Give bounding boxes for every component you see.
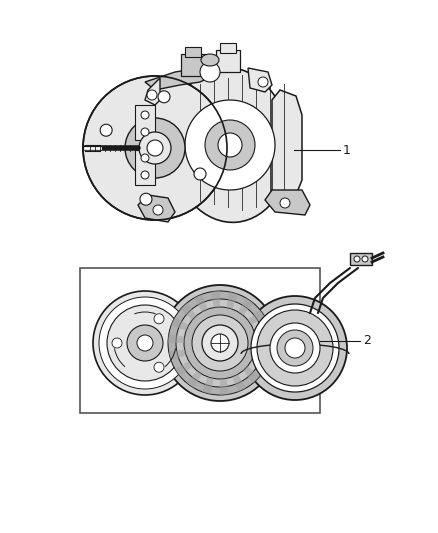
Circle shape: [243, 296, 347, 400]
Wedge shape: [187, 370, 202, 388]
Circle shape: [280, 198, 290, 208]
Polygon shape: [138, 195, 175, 222]
Circle shape: [83, 76, 227, 220]
Circle shape: [141, 171, 149, 179]
Bar: [220, 43, 236, 53]
Circle shape: [200, 62, 220, 82]
Wedge shape: [254, 325, 271, 337]
Wedge shape: [226, 292, 238, 309]
Wedge shape: [247, 310, 265, 325]
Circle shape: [100, 124, 112, 136]
Circle shape: [277, 330, 313, 366]
Circle shape: [162, 285, 278, 401]
Circle shape: [185, 100, 275, 190]
Circle shape: [140, 193, 152, 205]
Polygon shape: [248, 68, 272, 92]
Circle shape: [107, 305, 183, 381]
Polygon shape: [145, 78, 160, 105]
Polygon shape: [145, 68, 215, 90]
Text: 1: 1: [343, 143, 351, 157]
Circle shape: [147, 90, 157, 100]
Bar: [135, 150, 155, 185]
Circle shape: [154, 314, 164, 324]
Wedge shape: [171, 317, 189, 330]
Wedge shape: [243, 366, 260, 383]
Bar: [216, 50, 240, 72]
Circle shape: [192, 315, 248, 371]
Wedge shape: [255, 343, 272, 352]
Wedge shape: [202, 377, 214, 394]
Polygon shape: [272, 90, 302, 200]
Circle shape: [93, 291, 197, 395]
Bar: [181, 54, 205, 76]
Wedge shape: [175, 361, 192, 376]
Ellipse shape: [201, 54, 219, 66]
Circle shape: [112, 338, 122, 348]
Circle shape: [184, 307, 256, 379]
Wedge shape: [194, 294, 208, 312]
Circle shape: [258, 77, 268, 87]
Circle shape: [141, 154, 149, 162]
Circle shape: [127, 325, 163, 361]
Circle shape: [270, 323, 320, 373]
Circle shape: [141, 128, 149, 136]
Circle shape: [194, 168, 206, 180]
Wedge shape: [251, 356, 269, 369]
Circle shape: [362, 256, 368, 262]
Bar: [135, 105, 155, 140]
Wedge shape: [169, 349, 186, 361]
Circle shape: [176, 299, 264, 387]
Wedge shape: [211, 291, 220, 308]
Circle shape: [218, 133, 242, 157]
Circle shape: [354, 256, 360, 262]
Circle shape: [137, 335, 153, 351]
Text: 2: 2: [363, 334, 371, 347]
Polygon shape: [265, 190, 310, 215]
Circle shape: [257, 310, 333, 386]
Circle shape: [99, 297, 191, 389]
Bar: [185, 47, 201, 57]
Circle shape: [153, 205, 163, 215]
Circle shape: [158, 91, 170, 103]
Circle shape: [125, 118, 185, 178]
Circle shape: [141, 111, 149, 119]
Bar: [80, 268, 320, 413]
Wedge shape: [180, 303, 197, 320]
Wedge shape: [220, 378, 229, 395]
Wedge shape: [168, 334, 184, 343]
Circle shape: [139, 132, 171, 164]
Ellipse shape: [170, 68, 290, 222]
Circle shape: [202, 325, 238, 361]
Wedge shape: [232, 374, 246, 392]
Circle shape: [211, 334, 229, 352]
Circle shape: [205, 120, 255, 170]
Circle shape: [147, 140, 163, 156]
Circle shape: [285, 338, 305, 358]
Bar: [350, 253, 372, 265]
Circle shape: [251, 304, 339, 392]
Wedge shape: [238, 298, 254, 316]
Circle shape: [168, 291, 272, 395]
Circle shape: [154, 362, 164, 372]
